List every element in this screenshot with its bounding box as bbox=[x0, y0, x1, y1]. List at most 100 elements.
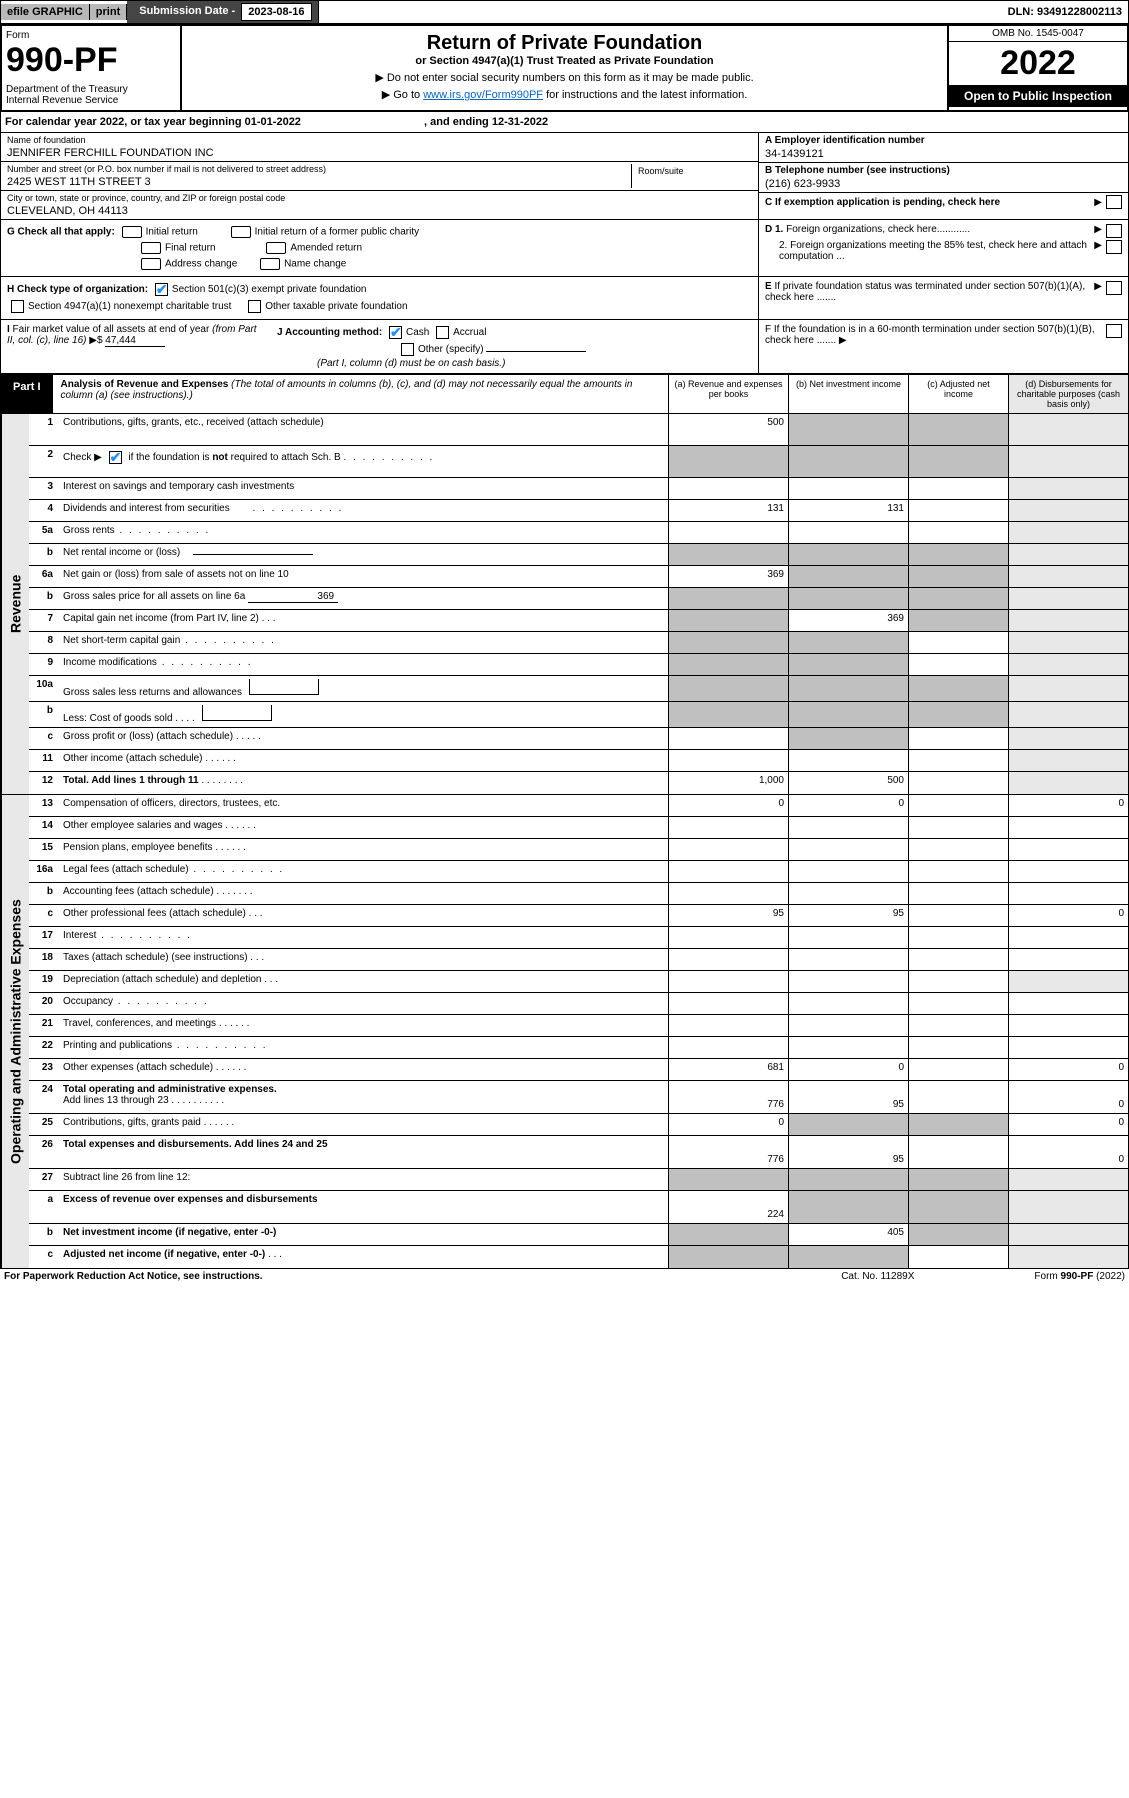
val-12a: 1,000 bbox=[668, 772, 788, 794]
cb-e[interactable] bbox=[1106, 281, 1122, 295]
cb-initial-return[interactable] bbox=[122, 226, 142, 238]
cb-initial-former[interactable] bbox=[231, 226, 251, 238]
sub-date-label: Submission Date - bbox=[133, 3, 241, 21]
desc-8: Net short-term capital gain bbox=[59, 632, 668, 653]
ln-16c: c bbox=[29, 905, 59, 926]
desc-10b: Less: Cost of goods sold . . . . bbox=[59, 702, 668, 727]
ein-label: A Employer identification number bbox=[765, 135, 1122, 146]
g4: Amended return bbox=[290, 243, 362, 254]
desc-9: Income modifications bbox=[59, 654, 668, 675]
val-13a: 0 bbox=[668, 795, 788, 816]
cb-amended[interactable] bbox=[266, 242, 286, 254]
desc-12: Total. Add lines 1 through 11 . . . . . … bbox=[59, 772, 668, 794]
val-24d: 0 bbox=[1008, 1081, 1128, 1113]
desc-20: Occupancy bbox=[59, 993, 668, 1014]
form-word: Form bbox=[6, 30, 176, 41]
cb-d2[interactable] bbox=[1106, 240, 1122, 254]
f-label: F If the foundation is in a 60-month ter… bbox=[765, 324, 1102, 369]
desc-17: Interest bbox=[59, 927, 668, 948]
ln-6a: 6a bbox=[29, 566, 59, 587]
val-27aa: 224 bbox=[668, 1191, 788, 1223]
ln-26: 26 bbox=[29, 1136, 59, 1168]
desc-7: Capital gain net income (from Part IV, l… bbox=[59, 610, 668, 631]
cal-pre: For calendar year 2022, or tax year begi… bbox=[5, 116, 245, 128]
sub-date-value: 2023-08-16 bbox=[241, 3, 311, 21]
val-13b: 0 bbox=[788, 795, 908, 816]
foot-right: Form 990-PF (2022) bbox=[1034, 1271, 1125, 1282]
val-16ca: 95 bbox=[668, 905, 788, 926]
ln-20: 20 bbox=[29, 993, 59, 1014]
cb-sch-b[interactable] bbox=[109, 451, 122, 464]
desc-22: Printing and publications bbox=[59, 1037, 668, 1058]
col-c-header: (c) Adjusted net income bbox=[908, 375, 1008, 413]
g2: Initial return of a former public charit… bbox=[255, 227, 420, 238]
ln-12: 12 bbox=[29, 772, 59, 794]
ln-5a: 5a bbox=[29, 522, 59, 543]
top-bar: efile GRAPHIC print Submission Date - 20… bbox=[0, 0, 1129, 24]
foundation-name: JENNIFER FERCHILL FOUNDATION INC bbox=[7, 147, 752, 159]
val-4b: 131 bbox=[788, 500, 908, 521]
addr-label: Number and street (or P.O. box number if… bbox=[7, 164, 631, 174]
desc-14: Other employee salaries and wages . . . … bbox=[59, 817, 668, 838]
desc-27: Subtract line 26 from line 12: bbox=[59, 1169, 668, 1190]
desc-6b: Gross sales price for all assets on line… bbox=[59, 588, 668, 609]
cb-name-change[interactable] bbox=[260, 258, 280, 270]
ln-3: 3 bbox=[29, 478, 59, 499]
ln-1: 1 bbox=[29, 414, 59, 445]
val-6a: 369 bbox=[668, 566, 788, 587]
note2-post: for instructions and the latest informat… bbox=[546, 89, 747, 101]
form-header: Form 990-PF Department of the Treasury I… bbox=[0, 24, 1129, 112]
desc-1: Contributions, gifts, grants, etc., rece… bbox=[59, 414, 668, 445]
ln-24: 24 bbox=[29, 1081, 59, 1113]
part-1-header: Part I Analysis of Revenue and Expenses … bbox=[0, 374, 1129, 414]
irs-link[interactable]: www.irs.gov/Form990PF bbox=[423, 89, 543, 101]
cb-501c3[interactable] bbox=[155, 283, 168, 296]
cb-other-acct[interactable] bbox=[401, 343, 414, 356]
val-16cb: 95 bbox=[788, 905, 908, 926]
cb-addr-change[interactable] bbox=[141, 258, 161, 270]
form-note-1: ▶ Do not enter social security numbers o… bbox=[188, 71, 941, 84]
val-24b: 95 bbox=[788, 1081, 908, 1113]
h1: Section 501(c)(3) exempt private foundat… bbox=[172, 284, 367, 295]
c-checkbox[interactable] bbox=[1106, 195, 1122, 209]
ln-27: 27 bbox=[29, 1169, 59, 1190]
ln-15: 15 bbox=[29, 839, 59, 860]
cal-end: 12-31-2022 bbox=[492, 116, 548, 128]
desc-6a: Net gain or (loss) from sale of assets n… bbox=[59, 566, 668, 587]
cb-cash[interactable] bbox=[389, 326, 402, 339]
ln-10c: c bbox=[29, 728, 59, 749]
cb-d1[interactable] bbox=[1106, 224, 1122, 238]
cal-begin: 01-01-2022 bbox=[245, 116, 301, 128]
print-button[interactable]: print bbox=[90, 4, 127, 20]
revenue-table: Revenue 1Contributions, gifts, grants, e… bbox=[0, 414, 1129, 795]
i-value: 47,444 bbox=[105, 335, 165, 347]
ln-17: 17 bbox=[29, 927, 59, 948]
open-public: Open to Public Inspection bbox=[949, 85, 1127, 107]
check-section-3: I Fair market value of all assets at end… bbox=[0, 320, 1129, 374]
ln-13: 13 bbox=[29, 795, 59, 816]
cb-4947[interactable] bbox=[11, 300, 24, 313]
cb-other-tax[interactable] bbox=[248, 300, 261, 313]
desc-5a: Gross rents bbox=[59, 522, 668, 543]
form-title: Return of Private Foundation bbox=[188, 32, 941, 55]
city-label: City or town, state or province, country… bbox=[7, 193, 752, 203]
desc-16a: Legal fees (attach schedule) bbox=[59, 861, 668, 882]
d2: 2. Foreign organizations meeting the 85%… bbox=[765, 240, 1094, 262]
ln-7: 7 bbox=[29, 610, 59, 631]
desc-2: Check ▶ if the foundation is not require… bbox=[59, 446, 668, 477]
ein: 34-1439121 bbox=[765, 148, 1122, 160]
cb-f[interactable] bbox=[1106, 324, 1122, 338]
h2: Section 4947(a)(1) nonexempt charitable … bbox=[28, 301, 231, 312]
efile-button[interactable]: efile GRAPHIC bbox=[1, 4, 90, 20]
revenue-side-label: Revenue bbox=[1, 414, 29, 794]
cb-final-return[interactable] bbox=[141, 242, 161, 254]
ln-4: 4 bbox=[29, 500, 59, 521]
j2: Accrual bbox=[453, 327, 486, 338]
desc-18: Taxes (attach schedule) (see instruction… bbox=[59, 949, 668, 970]
desc-10c: Gross profit or (loss) (attach schedule)… bbox=[59, 728, 668, 749]
cb-accrual[interactable] bbox=[436, 326, 449, 339]
val-26b: 95 bbox=[788, 1136, 908, 1168]
j3: Other (specify) bbox=[418, 344, 484, 355]
expenses-side-label: Operating and Administrative Expenses bbox=[1, 795, 29, 1268]
expenses-table: Operating and Administrative Expenses 13… bbox=[0, 795, 1129, 1269]
